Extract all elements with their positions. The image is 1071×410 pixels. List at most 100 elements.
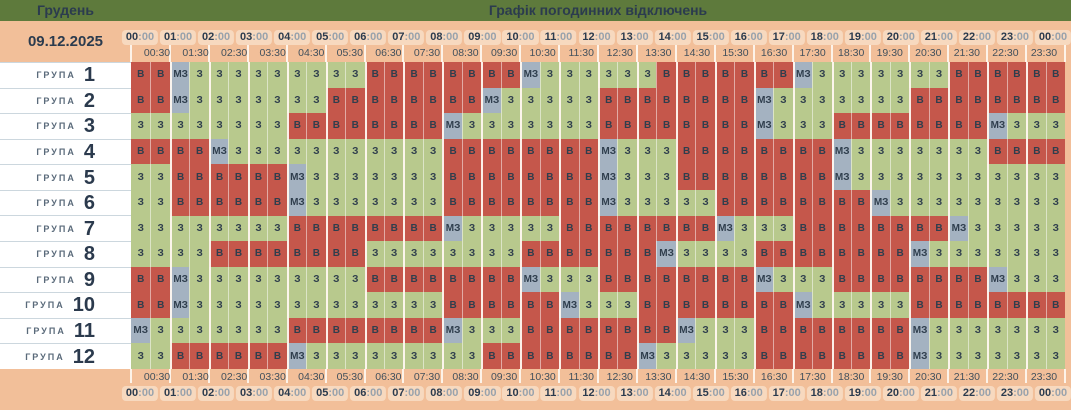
schedule-cell: З	[987, 164, 1007, 190]
hour-label: 17:00	[768, 386, 805, 401]
schedule-cell: З	[889, 189, 910, 216]
schedule-cell: З	[189, 317, 209, 344]
schedule-cell: З	[422, 138, 443, 165]
hour-label: 10:00	[502, 30, 539, 45]
schedule-cell: МЗ	[131, 317, 151, 344]
hour-label-minutes: :00	[1013, 31, 1030, 43]
group-number: 5	[83, 166, 95, 189]
schedule-cell: З	[773, 87, 793, 114]
schedule-cell: В	[539, 241, 560, 267]
schedule-cell: В	[1026, 62, 1046, 88]
schedule-cell: В	[150, 266, 170, 293]
schedule-cell: В	[928, 87, 949, 114]
schedule-cell: З	[812, 292, 832, 318]
schedule-cell: В	[422, 215, 443, 242]
schedule-cell: В	[461, 138, 482, 165]
schedule-cell: З	[325, 138, 346, 165]
schedule-cell: В	[773, 343, 793, 369]
schedule-grid: В В МЗ З З З З З З З З З В В В В В В В В МЗ З З З З З З В В В В В В В МЗ З З…	[131, 62, 1065, 369]
hour-label-hour: 11	[544, 31, 557, 43]
hour-label: 05:00	[312, 30, 349, 45]
halfhour-label: 07:30	[413, 47, 441, 59]
schedule-cell: З	[1006, 343, 1027, 369]
schedule-cell: З	[1006, 164, 1027, 190]
halfhour-label: 01:30	[182, 371, 209, 383]
schedule-cell: В	[403, 87, 423, 114]
hour-label-hour: 04	[278, 387, 291, 399]
schedule-cell: З	[481, 113, 501, 139]
hour-label: 22:00	[958, 386, 995, 401]
schedule-cell: З	[403, 343, 423, 369]
group-number: 6	[83, 192, 95, 215]
schedule-cell: З	[208, 113, 229, 139]
hour-label: 04:00	[274, 30, 311, 45]
schedule-cell: В	[461, 266, 482, 293]
schedule-cell: МЗ	[442, 113, 462, 139]
schedule-cell: З	[889, 87, 910, 114]
schedule-cell: З	[131, 113, 151, 139]
schedule-cell: З	[403, 292, 423, 318]
schedule-cell: В	[267, 241, 287, 267]
hour-label-minutes: :00	[860, 387, 877, 399]
schedule-cell: В	[247, 343, 268, 369]
hour-label-minutes: :00	[518, 31, 535, 43]
schedule-cell: З	[831, 292, 851, 318]
halfhour-label: 23:30	[1030, 47, 1058, 59]
schedule-cell: З	[695, 189, 715, 216]
schedule-cell: МЗ	[559, 292, 579, 318]
schedule-cell: З	[150, 241, 170, 267]
schedule-cell: З	[559, 62, 579, 88]
hour-label-hour: 21	[924, 387, 938, 399]
hour-label: 10:00	[502, 386, 539, 401]
hour-tick	[324, 44, 327, 62]
schedule-cell: В	[169, 138, 190, 165]
schedule-cell: В	[520, 241, 540, 267]
schedule-cell: З	[345, 292, 365, 318]
hour-label-minutes: :00	[404, 31, 421, 43]
schedule-cell: В	[928, 266, 949, 293]
schedule-cell: В	[500, 164, 521, 190]
schedule-cell: З	[403, 164, 423, 190]
schedule-cell: В	[598, 266, 618, 293]
schedule-cell: МЗ	[831, 164, 851, 190]
schedule-cell: З	[131, 241, 151, 267]
schedule-cell: З	[267, 266, 287, 293]
schedule-cell: В	[850, 215, 871, 242]
schedule-cell: МЗ	[753, 113, 774, 139]
hour-label-hour: 18	[810, 387, 823, 399]
schedule-cell: В	[967, 266, 988, 293]
schedule-cell: З	[1045, 113, 1065, 139]
schedule-cell: З	[792, 113, 813, 139]
schedule-cell: З	[948, 241, 968, 267]
schedule-cell: З	[306, 164, 326, 190]
hour-tick	[947, 44, 950, 62]
schedule-cell: В	[656, 266, 676, 293]
schedule-cell: З	[675, 241, 696, 267]
schedule-cell: З	[812, 113, 832, 139]
page-title: Графік погодинних відключень	[488, 2, 708, 18]
halfhour-label: 01:30	[182, 47, 209, 59]
hour-label-minutes: :00	[860, 31, 877, 43]
hour-label-hour: 17	[772, 387, 785, 399]
hour-label-hour: 04	[278, 31, 291, 43]
schedule-cell: В	[559, 164, 579, 190]
schedule-cell: В	[150, 62, 170, 88]
schedule-cell: З	[870, 87, 890, 114]
hour-label-hour: 22	[962, 31, 976, 43]
schedule-cell: З	[792, 87, 813, 114]
schedule-cell: З	[364, 138, 384, 165]
hour-tick	[207, 44, 210, 62]
schedule-cell: В	[870, 266, 890, 293]
schedule-cell: В	[617, 113, 637, 139]
halfhour-label: 06:30	[375, 371, 402, 383]
schedule-cell: З	[559, 113, 579, 139]
schedule-cell: В	[383, 62, 404, 88]
schedule-cell: З	[208, 292, 229, 318]
halfhour-label: 11:30	[568, 371, 594, 383]
schedule-cell: З	[267, 138, 287, 165]
hour-label: 12:00	[578, 30, 615, 45]
hour-label-hour: 08	[430, 31, 443, 43]
schedule-cell: МЗ	[987, 266, 1007, 293]
schedule-cell: З	[1026, 189, 1046, 216]
schedule-cell: З	[481, 317, 501, 344]
